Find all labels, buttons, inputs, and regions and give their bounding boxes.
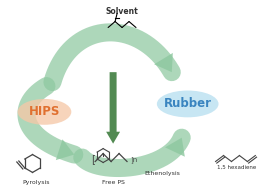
Ellipse shape: [18, 99, 71, 125]
Text: Solvent: Solvent: [106, 7, 138, 16]
Text: [: [: [91, 155, 95, 164]
Ellipse shape: [157, 91, 219, 117]
Text: Pyrolysis: Pyrolysis: [23, 180, 50, 185]
Polygon shape: [165, 138, 185, 157]
FancyArrow shape: [106, 72, 120, 144]
Text: 1,5 hexadiene: 1,5 hexadiene: [217, 164, 256, 170]
Text: ]n: ]n: [130, 156, 137, 163]
Polygon shape: [154, 53, 173, 72]
Text: HIPS: HIPS: [29, 105, 60, 118]
Polygon shape: [56, 139, 74, 160]
Text: Free PS: Free PS: [102, 180, 125, 185]
Text: Ethenolysis: Ethenolysis: [144, 171, 180, 176]
Text: Rubber: Rubber: [164, 98, 212, 110]
